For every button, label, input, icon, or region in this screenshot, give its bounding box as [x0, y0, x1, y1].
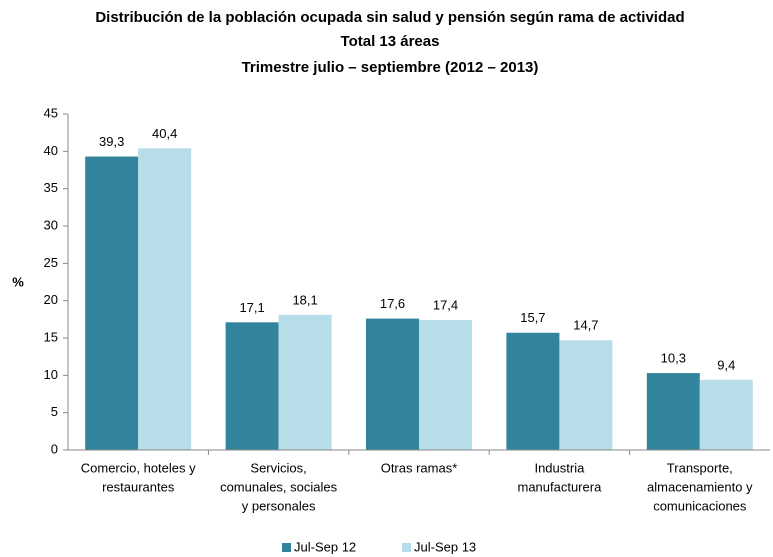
x-tick-label: manufacturera: [517, 479, 602, 494]
y-tick-label: 10: [44, 367, 58, 382]
x-tick-label: Comercio, hoteles y: [81, 460, 196, 475]
data-label: 17,6: [380, 296, 405, 311]
x-tick-label: comunicaciones: [653, 498, 747, 513]
bar: [138, 148, 192, 450]
chart-title: Total 13 áreas: [341, 33, 440, 50]
y-tick-label: 40: [44, 143, 58, 158]
x-tick-label: Servicios,: [250, 460, 306, 475]
y-tick-label: 20: [44, 292, 58, 307]
y-tick-label: 45: [44, 105, 58, 120]
y-tick-label: 5: [51, 404, 58, 419]
x-tick-label: comunales, sociales: [220, 479, 338, 494]
chart-title: Distribución de la población ocupada sin…: [95, 9, 684, 26]
legend-label: Jul-Sep 12: [294, 539, 356, 554]
data-label: 15,7: [520, 310, 545, 325]
x-tick-label: almacenamiento y: [647, 479, 753, 494]
bar: [699, 379, 753, 450]
data-label: 17,1: [239, 300, 264, 315]
y-tick-label: 0: [51, 441, 58, 456]
bar: [559, 340, 613, 450]
legend-swatch: [282, 543, 291, 552]
data-label: 40,4: [152, 126, 177, 141]
bar: [419, 320, 472, 450]
legend-swatch: [402, 543, 411, 552]
y-tick-label: 15: [44, 329, 58, 344]
bar: [506, 332, 560, 450]
x-tick-label: Transporte,: [667, 460, 733, 475]
x-tick-label: restaurantes: [102, 479, 175, 494]
bar: [646, 373, 700, 450]
data-label: 39,3: [99, 134, 124, 149]
data-label: 17,4: [433, 298, 458, 313]
x-tick-label: Industria: [534, 460, 585, 475]
x-tick-label: y personales: [242, 498, 316, 513]
chart-title: Trimestre julio – septiembre (2012 – 201…: [242, 59, 539, 76]
y-tick-label: 35: [44, 180, 58, 195]
data-label: 18,1: [292, 292, 317, 307]
bar: [85, 156, 139, 450]
y-tick-label: 25: [44, 255, 58, 270]
legend-label: Jul-Sep 13: [414, 539, 476, 554]
data-label: 9,4: [717, 357, 735, 372]
data-label: 10,3: [661, 351, 686, 366]
bar: [366, 318, 419, 450]
bar: [225, 322, 279, 450]
x-tick-label: Otras ramas*: [381, 460, 458, 475]
data-label: 14,7: [573, 318, 598, 333]
bar: [278, 314, 332, 450]
y-tick-label: 30: [44, 217, 58, 232]
y-axis-label: %: [12, 274, 24, 289]
